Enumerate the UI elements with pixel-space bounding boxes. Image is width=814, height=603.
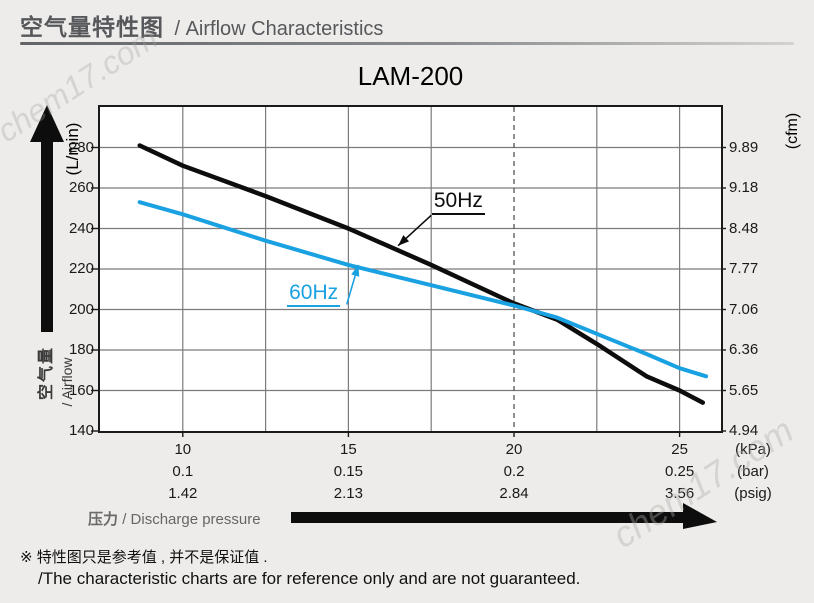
x-axis-unit-label: (bar) (737, 463, 769, 480)
x-tick-label: 15 (340, 441, 357, 458)
y-tick-label: 220 (68, 260, 94, 277)
x-tick-label: 0.25 (664, 463, 695, 480)
right-tick-label: 5.65 (729, 381, 759, 399)
x-tick-label: 0.15 (333, 463, 363, 480)
footer-note-en: /The characteristic charts are for refer… (38, 569, 581, 588)
y-axis-title-zh: 空气量 (38, 346, 55, 401)
header-divider (20, 42, 794, 45)
series-label-50hz: 50Hz (431, 190, 485, 216)
y-tick-label: 160 (68, 381, 94, 399)
x-axis-title-zh: 压力 (88, 511, 119, 528)
series-label-60hz: 60Hz (287, 282, 341, 308)
x-tick-label: 2.84 (499, 485, 529, 502)
x-axis-unit-label: (kPa) (735, 441, 771, 458)
x-tick-label: 2.13 (333, 485, 363, 502)
x-tick-label: 0.2 (503, 463, 525, 480)
right-tick-label: 4.94 (729, 422, 759, 439)
x-axis-title-en: / Discharge pressure (122, 511, 261, 528)
right-axis-unit-label: (cfm) (784, 112, 801, 150)
x-tick-label: 0.1 (172, 463, 194, 480)
right-tick-label: 7.06 (729, 300, 759, 318)
x-tick-label: 3.56 (664, 485, 695, 502)
page-title-zh: 空气量特性图 (20, 14, 164, 40)
x-tick-label: 1.42 (168, 485, 198, 502)
x-tick-label: 10 (174, 441, 192, 458)
y-tick-label: 240 (68, 219, 94, 237)
right-tick-label: 8.48 (729, 219, 759, 237)
x-tick-label: 25 (671, 441, 688, 458)
annotation-arrowhead-50hz (398, 235, 410, 246)
footer-note-zh: ※ 特性图只是参考值 , 并不是保证值 . (20, 549, 268, 566)
y-tick-label: 280 (68, 138, 94, 156)
x-axis-title: 压力 / Discharge pressure (88, 508, 261, 529)
x-axis-unit-label: (psig) (734, 485, 772, 502)
x-tick-label: 20 (505, 441, 523, 458)
y-tick-label: 180 (68, 341, 94, 358)
plot-area: 50Hz 60Hz (91, 105, 726, 437)
right-tick-label: 9.18 (729, 179, 759, 196)
right-tick-label: 7.77 (729, 260, 759, 277)
y-tick-label: 200 (68, 300, 94, 318)
page-title: 空气量特性图 / Airflow Characteristics (20, 8, 383, 42)
page-title-en: / Airflow Characteristics (174, 18, 384, 40)
series-50hz-line (137, 143, 706, 405)
pressure-axis-arrow-icon (291, 503, 717, 529)
series-60hz-line (137, 200, 709, 379)
annotation-arrowhead-60hz (351, 264, 360, 277)
y-tick-label: 260 (68, 179, 94, 196)
y-tick-label: 140 (68, 422, 94, 439)
plot-svg (91, 107, 726, 437)
right-tick-label: 6.36 (729, 341, 759, 358)
chart-title: LAM-200 (357, 61, 464, 91)
right-tick-label: 9.89 (729, 138, 759, 156)
